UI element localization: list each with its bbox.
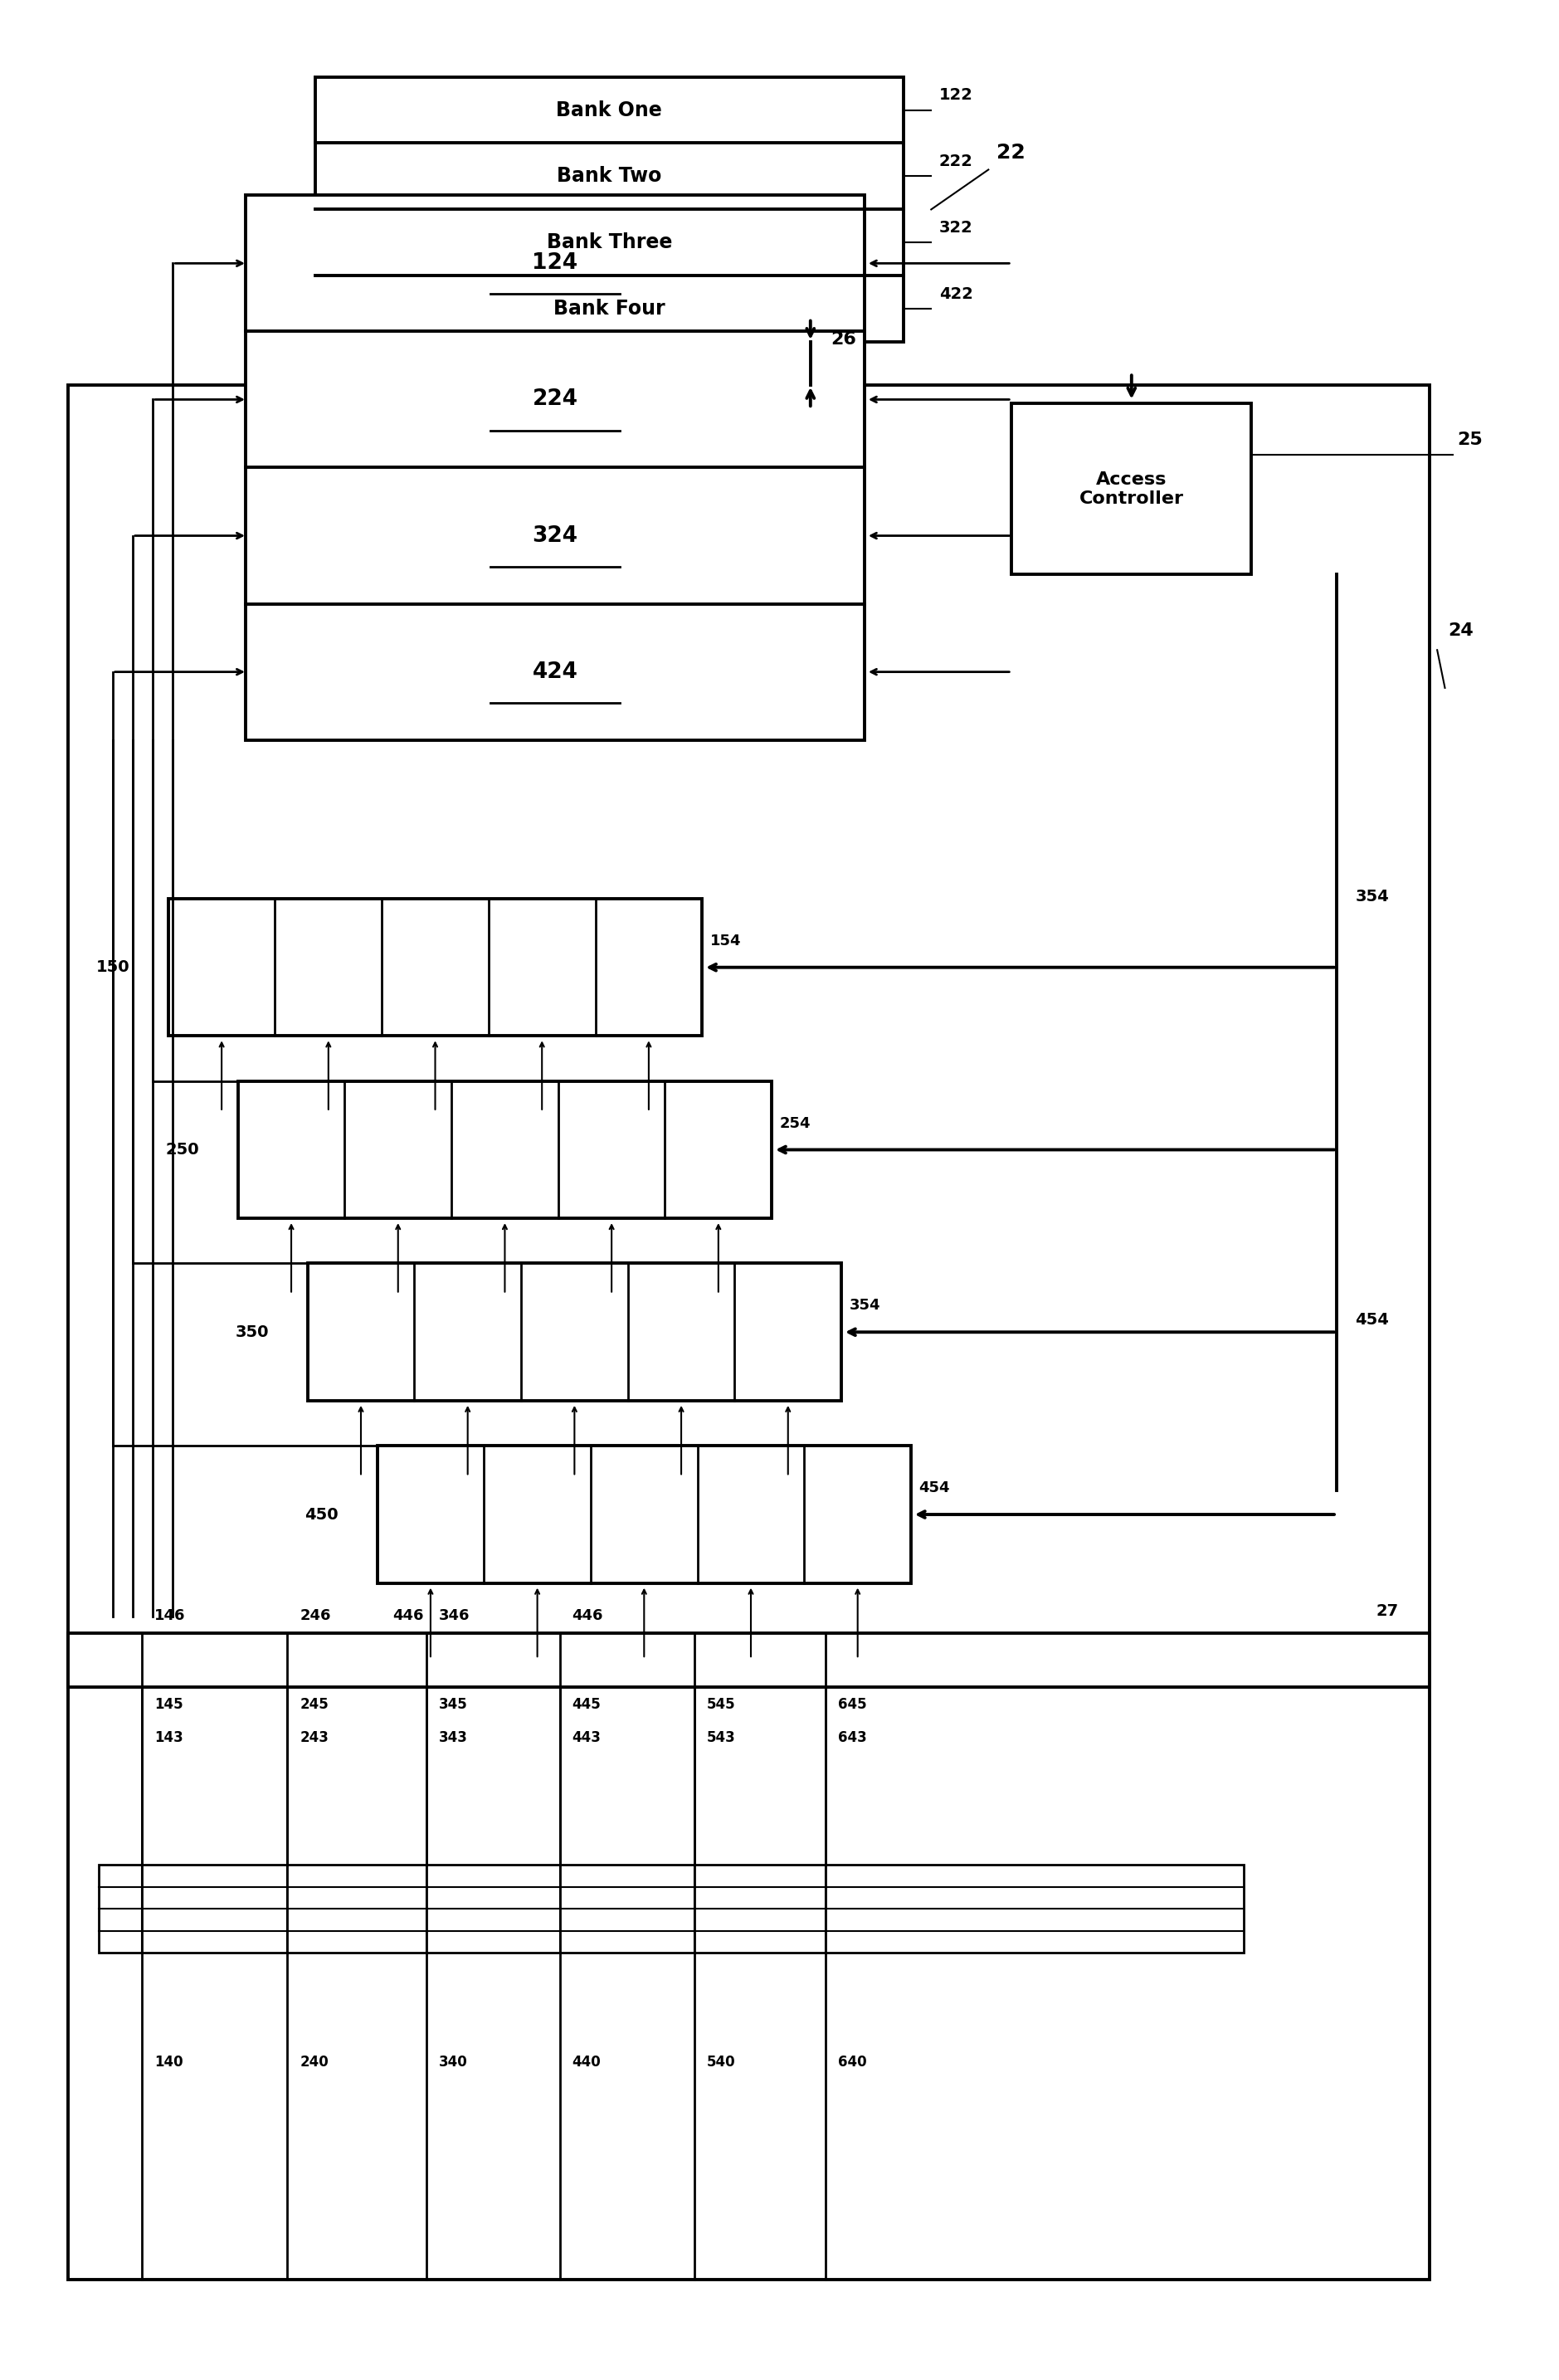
Text: 350: 350: [235, 1323, 268, 1340]
Text: 354: 354: [1355, 888, 1389, 904]
Text: 643: 643: [839, 1730, 867, 1745]
Text: 446: 446: [572, 1609, 603, 1623]
Text: 345: 345: [440, 1697, 468, 1711]
Text: 140: 140: [154, 2054, 182, 2071]
Text: 443: 443: [572, 1730, 602, 1745]
Text: 645: 645: [839, 1697, 867, 1711]
Text: 143: 143: [154, 1730, 182, 1745]
Text: 346: 346: [440, 1609, 471, 1623]
Text: Bank Four: Bank Four: [553, 300, 666, 319]
Text: 543: 543: [706, 1730, 736, 1745]
Text: 250: 250: [165, 1142, 200, 1157]
Bar: [168, 900, 702, 1035]
Bar: [246, 195, 865, 740]
Text: 324: 324: [532, 526, 578, 547]
Bar: [307, 1264, 842, 1402]
Text: 343: 343: [440, 1730, 468, 1745]
Bar: [1012, 405, 1252, 574]
Text: 540: 540: [706, 2054, 736, 2071]
Text: 545: 545: [706, 1697, 736, 1711]
Text: 450: 450: [304, 1507, 338, 1523]
Text: Bank One: Bank One: [557, 100, 663, 119]
Text: 640: 640: [839, 2054, 867, 2071]
Text: 146: 146: [154, 1609, 186, 1623]
Text: 27: 27: [1377, 1602, 1398, 1618]
Text: Bank Three: Bank Three: [547, 233, 672, 252]
Text: 145: 145: [154, 1697, 182, 1711]
Bar: [67, 386, 1430, 2280]
Text: 240: 240: [299, 2054, 329, 2071]
Text: 22: 22: [996, 143, 1024, 162]
Text: 124: 124: [532, 252, 578, 274]
Bar: [67, 1633, 1430, 1687]
Text: Access
Controller: Access Controller: [1079, 471, 1183, 507]
Text: 422: 422: [939, 286, 973, 302]
Text: 322: 322: [939, 219, 973, 236]
Text: 424: 424: [532, 662, 578, 683]
Text: 354: 354: [850, 1297, 881, 1314]
Text: 440: 440: [572, 2054, 600, 2071]
Text: 454: 454: [918, 1480, 949, 1495]
Text: 26: 26: [831, 331, 856, 347]
Text: 222: 222: [939, 152, 973, 169]
Bar: [98, 1866, 1244, 1952]
Text: 445: 445: [572, 1697, 600, 1711]
Bar: [239, 1081, 772, 1219]
Text: 254: 254: [780, 1116, 811, 1130]
Text: 224: 224: [532, 388, 578, 409]
Text: 340: 340: [440, 2054, 468, 2071]
Text: 454: 454: [1355, 1311, 1389, 1328]
Text: 150: 150: [95, 959, 129, 976]
Text: 122: 122: [939, 88, 973, 102]
Text: 446: 446: [393, 1609, 424, 1623]
Text: 24: 24: [1448, 624, 1473, 640]
Bar: [377, 1445, 910, 1583]
Text: 246: 246: [299, 1609, 331, 1623]
Text: 245: 245: [299, 1697, 329, 1711]
Text: 243: 243: [299, 1730, 329, 1745]
Text: Bank Two: Bank Two: [557, 167, 661, 186]
Text: 154: 154: [709, 933, 741, 947]
Text: 25: 25: [1458, 431, 1483, 447]
Bar: [315, 76, 903, 343]
